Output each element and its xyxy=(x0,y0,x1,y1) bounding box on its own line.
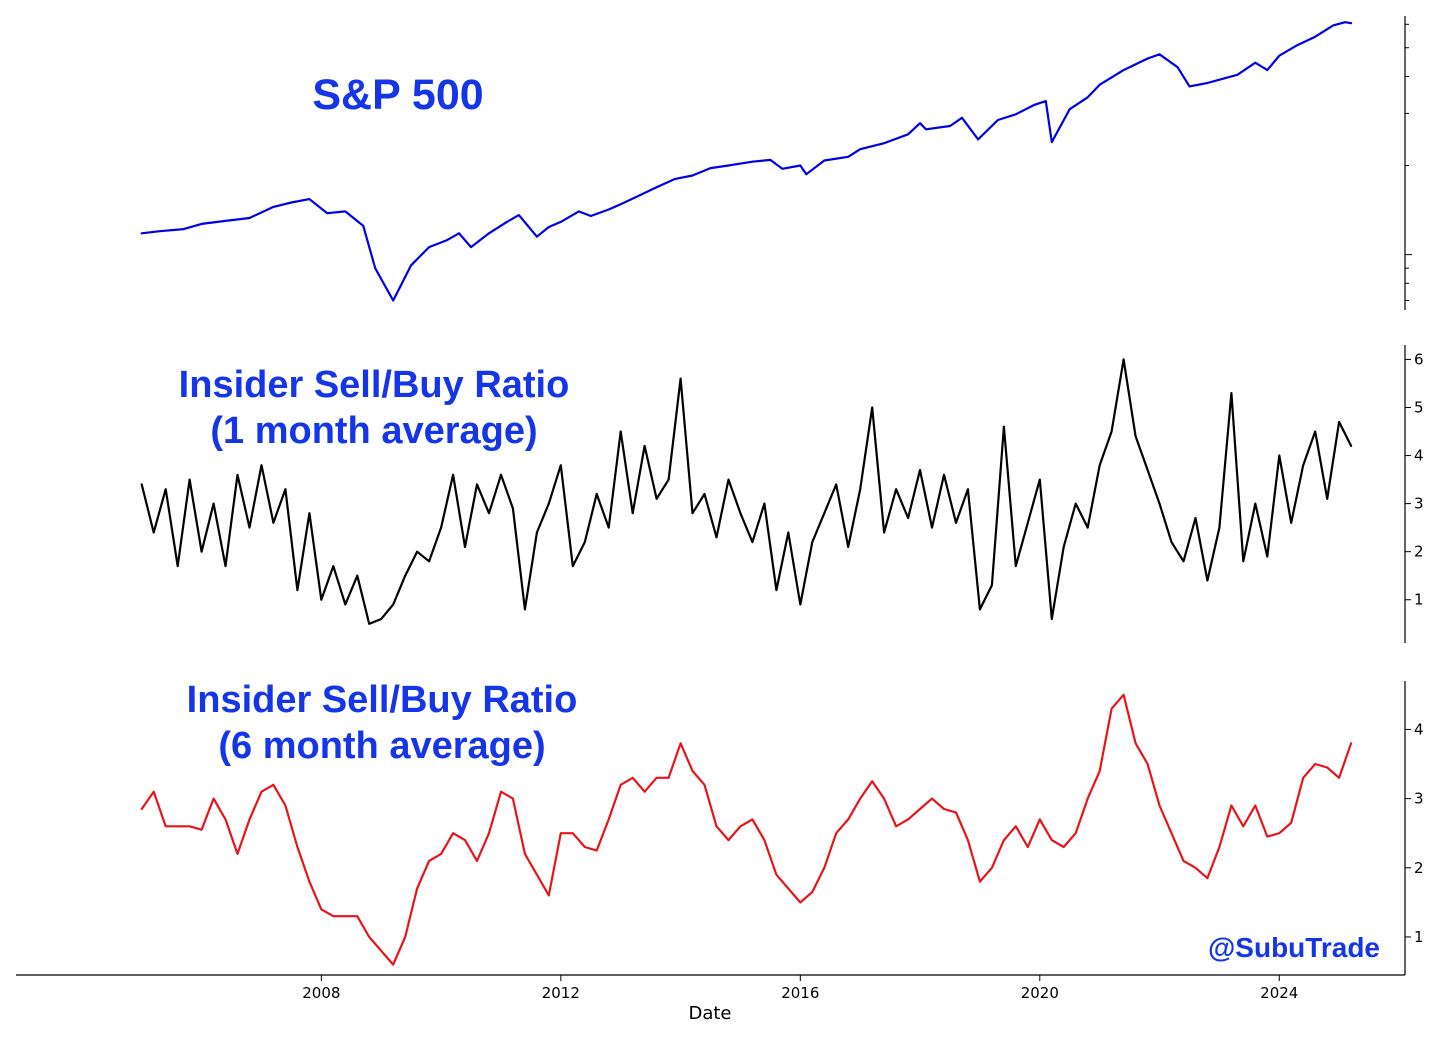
x-tick-label: 2012 xyxy=(542,984,580,1002)
ratio-1m-line xyxy=(140,358,1353,625)
ratio-6m-title-line1: Insider Sell/Buy Ratio xyxy=(186,679,578,721)
ratio-1m-title-line2: (1 month average) xyxy=(210,409,538,452)
ratio-6m-panel-title: Insider Sell/Buy Ratio (6 month average) xyxy=(187,678,578,769)
y-tick-label: 6 xyxy=(1414,350,1424,368)
sp500-title-text: S&P 500 xyxy=(312,71,484,119)
x-tick-label: 2024 xyxy=(1260,984,1298,1002)
x-tick-label: 2008 xyxy=(302,984,340,1002)
x-tick-label: 2016 xyxy=(781,984,819,1002)
sp500-line xyxy=(140,21,1353,302)
axis-ticks: 1 2 3 4 5 6 1 2 3 4 2008 2012 2016 2020 2024 xyxy=(302,23,1424,1002)
axes-spines xyxy=(16,16,1406,976)
y-tick-label: 3 xyxy=(1414,790,1424,808)
y-tick-label: 2 xyxy=(1414,859,1424,877)
y-tick-label: 5 xyxy=(1414,398,1424,416)
y-tick-label: 1 xyxy=(1414,591,1424,609)
ratio-6m-line xyxy=(140,693,1353,966)
y-tick-label: 4 xyxy=(1414,447,1424,465)
ratio-1m-panel-title: Insider Sell/Buy Ratio (1 month average) xyxy=(179,363,570,454)
y-tick-label: 1 xyxy=(1414,928,1424,946)
watermark: @SubuTrade xyxy=(1208,932,1380,963)
ratio-6m-title-line2: (6 month average) xyxy=(218,724,546,767)
y-tick-label: 2 xyxy=(1414,543,1424,561)
y-tick-label: 3 xyxy=(1414,495,1424,513)
series-lines xyxy=(140,21,1353,966)
x-axis-label: Date xyxy=(688,1003,731,1024)
sp500-panel-title: S&P 500 xyxy=(312,70,483,122)
x-tick-label: 2020 xyxy=(1021,984,1059,1002)
y-tick-label: 4 xyxy=(1414,720,1424,738)
ratio-1m-title-line1: Insider Sell/Buy Ratio xyxy=(178,364,570,406)
